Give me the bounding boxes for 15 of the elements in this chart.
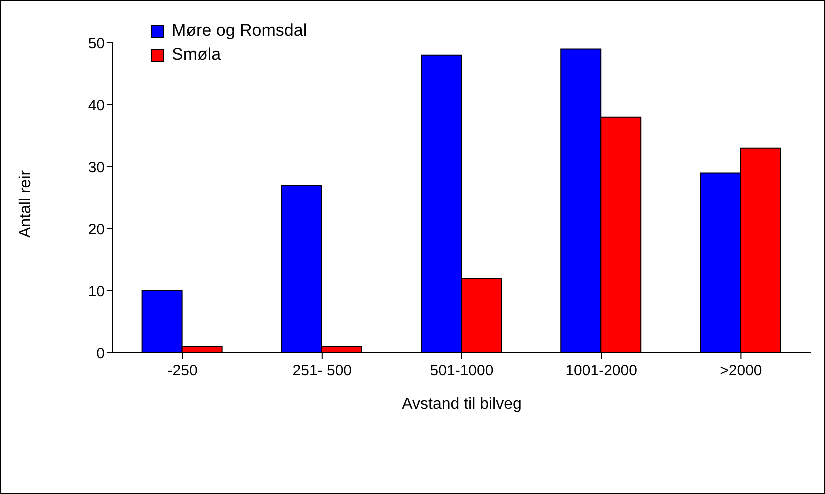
legend-label: Møre og Romsdal <box>172 21 308 41</box>
y-tick-label: 40 <box>88 97 105 114</box>
y-tick-label: 10 <box>88 283 105 300</box>
x-tick-label: 251- 500 <box>292 362 352 380</box>
legend-label: Smøla <box>172 45 222 65</box>
y-axis-title: Antall reir <box>18 170 35 238</box>
x-axis-title: Avstand til bilveg <box>402 396 522 413</box>
y-tick-label: 0 <box>96 345 105 362</box>
x-tick-label: -250 <box>168 362 198 380</box>
y-tick-label: 30 <box>88 159 105 176</box>
x-tick-label: 501-1000 <box>430 362 494 380</box>
x-tick-label: >2000 <box>720 362 762 380</box>
y-tick-label: 50 <box>88 35 105 52</box>
y-tick-label: 20 <box>88 221 105 238</box>
x-tick-label: 1001-2000 <box>566 362 638 380</box>
